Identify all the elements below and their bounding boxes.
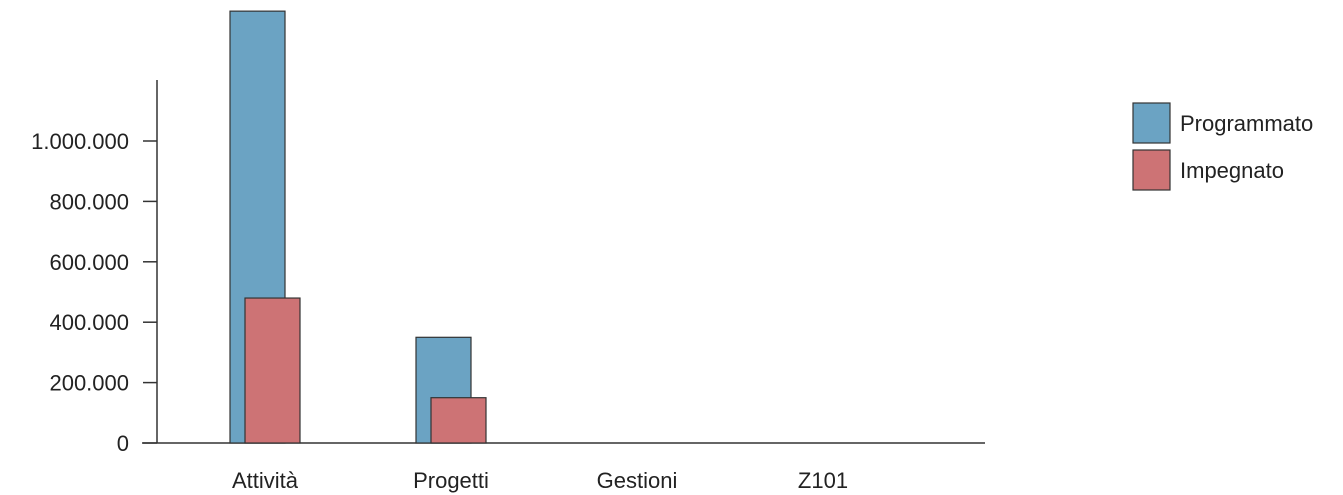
bar-impegnato-1 <box>430 397 487 444</box>
x-category-label: Gestioni <box>597 468 678 493</box>
bars <box>229 10 487 444</box>
y-tick-label: 400.000 <box>49 310 129 335</box>
y-tick-label: 800.000 <box>49 189 129 214</box>
y-tick-label: 0 <box>117 431 129 456</box>
x-axis-category-labels: Attività Progetti Gestioni Z101 <box>232 468 848 493</box>
y-tick-label: 200.000 <box>49 371 129 396</box>
x-category-label: Z101 <box>798 468 848 493</box>
legend-swatch-programmato <box>1132 102 1171 144</box>
y-tick-label: 600.000 <box>49 250 129 275</box>
x-category-label: Progetti <box>413 468 489 493</box>
legend-swatch-impegnato <box>1132 149 1171 191</box>
y-tick-label: 1.000.000 <box>31 129 129 154</box>
y-axis-ticks: 0 200.000 400.000 600.000 800.000 1.000.000 <box>31 129 157 456</box>
legend: Programmato Impegnato <box>1132 102 1313 191</box>
legend-label-programmato: Programmato <box>1180 111 1313 136</box>
legend-label-impegnato: Impegnato <box>1180 158 1284 183</box>
bar-impegnato-0 <box>244 297 301 444</box>
x-category-label: Attività <box>232 468 299 493</box>
